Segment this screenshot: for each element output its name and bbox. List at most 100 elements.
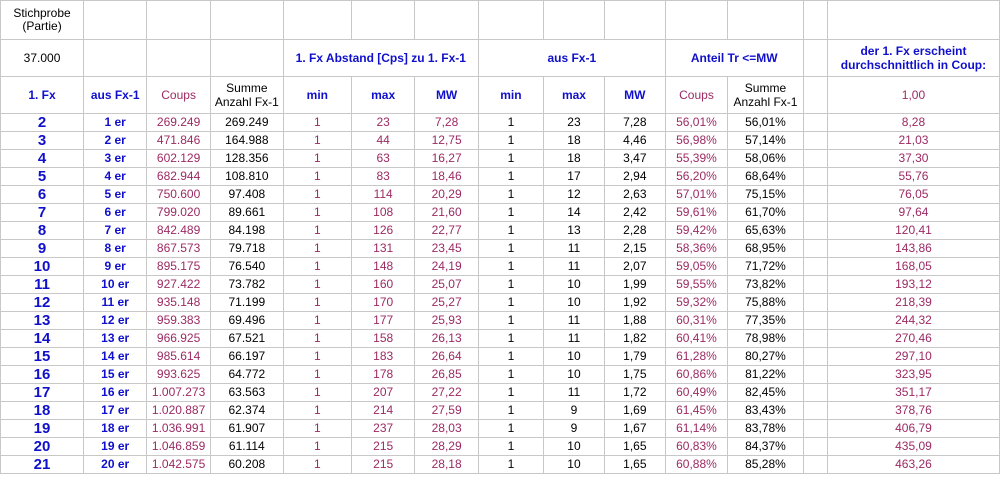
max2-cell[interactable]: 10 bbox=[543, 365, 605, 384]
mw-cell[interactable]: 24,19 bbox=[414, 257, 479, 276]
summe-cell[interactable]: 269.249 bbox=[209, 113, 284, 132]
empty-cell[interactable] bbox=[209, 0, 284, 40]
empty-cell[interactable] bbox=[826, 0, 1000, 40]
max2-cell[interactable]: 11 bbox=[543, 311, 605, 330]
max-cell[interactable]: 160 bbox=[350, 275, 416, 294]
coups2-cell[interactable]: 59,55% bbox=[664, 275, 729, 294]
empty-cell[interactable] bbox=[802, 149, 828, 168]
empty-cell[interactable] bbox=[414, 0, 479, 40]
mw-cell[interactable]: 26,64 bbox=[414, 347, 479, 366]
mw-cell[interactable]: 27,59 bbox=[414, 401, 479, 420]
fx-cell[interactable]: 13 bbox=[0, 311, 85, 330]
max-cell[interactable]: 131 bbox=[350, 239, 416, 258]
max-cell[interactable]: 63 bbox=[350, 149, 416, 168]
max-cell[interactable]: 108 bbox=[350, 203, 416, 222]
min2-cell[interactable]: 1 bbox=[477, 347, 545, 366]
empty-cell[interactable] bbox=[802, 383, 828, 402]
max2-cell[interactable]: 12 bbox=[543, 185, 605, 204]
col-header-summe2[interactable]: Summe Anzahl Fx-1 bbox=[727, 76, 804, 114]
coups2-cell[interactable]: 61,28% bbox=[664, 347, 729, 366]
min-cell[interactable]: 1 bbox=[282, 419, 352, 438]
summe-cell[interactable]: 61.114 bbox=[209, 437, 284, 456]
min2-cell[interactable]: 1 bbox=[477, 131, 545, 150]
mw2-cell[interactable]: 2,42 bbox=[603, 203, 666, 222]
empty-cell[interactable] bbox=[802, 257, 828, 276]
max-cell[interactable]: 178 bbox=[350, 365, 416, 384]
empty-cell[interactable] bbox=[209, 39, 284, 77]
mw2-cell[interactable]: 1,82 bbox=[603, 329, 666, 348]
mw2-cell[interactable]: 2,15 bbox=[603, 239, 666, 258]
mw-cell[interactable]: 28,03 bbox=[414, 419, 479, 438]
summe2-cell[interactable]: 75,88% bbox=[727, 293, 804, 312]
coups-cell[interactable]: 895.175 bbox=[146, 257, 211, 276]
min-cell[interactable]: 1 bbox=[282, 257, 352, 276]
coups-cell[interactable]: 959.383 bbox=[146, 311, 211, 330]
mw-cell[interactable]: 12,75 bbox=[414, 131, 479, 150]
last-cell[interactable]: 378,76 bbox=[826, 401, 1000, 420]
empty-cell[interactable] bbox=[727, 0, 804, 40]
fx-cell[interactable]: 15 bbox=[0, 347, 85, 366]
mw2-cell[interactable]: 1,65 bbox=[603, 437, 666, 456]
min2-cell[interactable]: 1 bbox=[477, 401, 545, 420]
last-cell[interactable]: 435,09 bbox=[826, 437, 1000, 456]
col-header-coups2[interactable]: Coups bbox=[664, 76, 729, 114]
col-header-min[interactable]: min bbox=[282, 76, 352, 114]
col-header-last[interactable]: 1,00 bbox=[826, 76, 1000, 114]
fx-cell[interactable]: 20 bbox=[0, 437, 85, 456]
mw-cell[interactable]: 26,85 bbox=[414, 365, 479, 384]
min2-cell[interactable]: 1 bbox=[477, 329, 545, 348]
summe2-cell[interactable]: 58,06% bbox=[727, 149, 804, 168]
coups2-cell[interactable]: 59,42% bbox=[664, 221, 729, 240]
summe-cell[interactable]: 79.718 bbox=[209, 239, 284, 258]
min2-cell[interactable]: 1 bbox=[477, 365, 545, 384]
empty-cell[interactable] bbox=[802, 311, 828, 330]
min-cell[interactable]: 1 bbox=[282, 311, 352, 330]
min-cell[interactable]: 1 bbox=[282, 239, 352, 258]
empty-cell[interactable] bbox=[802, 347, 828, 366]
min2-cell[interactable]: 1 bbox=[477, 167, 545, 186]
last-cell[interactable]: 323,95 bbox=[826, 365, 1000, 384]
mw-cell[interactable]: 23,45 bbox=[414, 239, 479, 258]
min2-cell[interactable]: 1 bbox=[477, 221, 545, 240]
last-cell[interactable]: 463,26 bbox=[826, 455, 1000, 474]
coups2-cell[interactable]: 61,45% bbox=[664, 401, 729, 420]
stichprobe-value-cell[interactable]: 37.000 bbox=[0, 39, 85, 77]
min-cell[interactable]: 1 bbox=[282, 329, 352, 348]
mw2-cell[interactable]: 7,28 bbox=[603, 113, 666, 132]
fx-cell[interactable]: 4 bbox=[0, 149, 85, 168]
last-cell[interactable]: 193,12 bbox=[826, 275, 1000, 294]
fx-cell[interactable]: 10 bbox=[0, 257, 85, 276]
mw2-cell[interactable]: 1,88 bbox=[603, 311, 666, 330]
max-cell[interactable]: 237 bbox=[350, 419, 416, 438]
max-cell[interactable]: 207 bbox=[350, 383, 416, 402]
aus-fx-cell[interactable]: 18 er bbox=[83, 419, 148, 438]
last-cell[interactable]: 97,64 bbox=[826, 203, 1000, 222]
mw-cell[interactable]: 22,77 bbox=[414, 221, 479, 240]
min2-cell[interactable]: 1 bbox=[477, 203, 545, 222]
summe-cell[interactable]: 69.496 bbox=[209, 311, 284, 330]
min2-cell[interactable]: 1 bbox=[477, 437, 545, 456]
summe2-cell[interactable]: 84,37% bbox=[727, 437, 804, 456]
mw-cell[interactable]: 25,93 bbox=[414, 311, 479, 330]
max2-cell[interactable]: 9 bbox=[543, 401, 605, 420]
summe2-cell[interactable]: 82,45% bbox=[727, 383, 804, 402]
fx-cell[interactable]: 18 bbox=[0, 401, 85, 420]
mw-cell[interactable]: 26,13 bbox=[414, 329, 479, 348]
max2-cell[interactable]: 13 bbox=[543, 221, 605, 240]
mw-cell[interactable]: 28,18 bbox=[414, 455, 479, 474]
min2-cell[interactable]: 1 bbox=[477, 419, 545, 438]
coups-cell[interactable]: 1.007.273 bbox=[146, 383, 211, 402]
max2-cell[interactable]: 10 bbox=[543, 275, 605, 294]
coups-cell[interactable]: 935.148 bbox=[146, 293, 211, 312]
min2-cell[interactable]: 1 bbox=[477, 455, 545, 474]
aus-fx-cell[interactable]: 1 er bbox=[83, 113, 148, 132]
aus-fx-cell[interactable]: 14 er bbox=[83, 347, 148, 366]
summe-cell[interactable]: 89.661 bbox=[209, 203, 284, 222]
coups2-cell[interactable]: 61,14% bbox=[664, 419, 729, 438]
max-cell[interactable]: 114 bbox=[350, 185, 416, 204]
summe-cell[interactable]: 108.810 bbox=[209, 167, 284, 186]
empty-cell[interactable] bbox=[802, 419, 828, 438]
aus-fx-cell[interactable]: 3 er bbox=[83, 149, 148, 168]
summe-cell[interactable]: 76.540 bbox=[209, 257, 284, 276]
fx-cell[interactable]: 8 bbox=[0, 221, 85, 240]
